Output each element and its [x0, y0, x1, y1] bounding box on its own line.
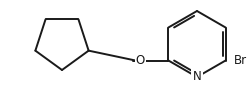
Text: Br: Br	[233, 54, 246, 67]
Text: N: N	[192, 70, 201, 83]
Text: O: O	[135, 54, 144, 67]
